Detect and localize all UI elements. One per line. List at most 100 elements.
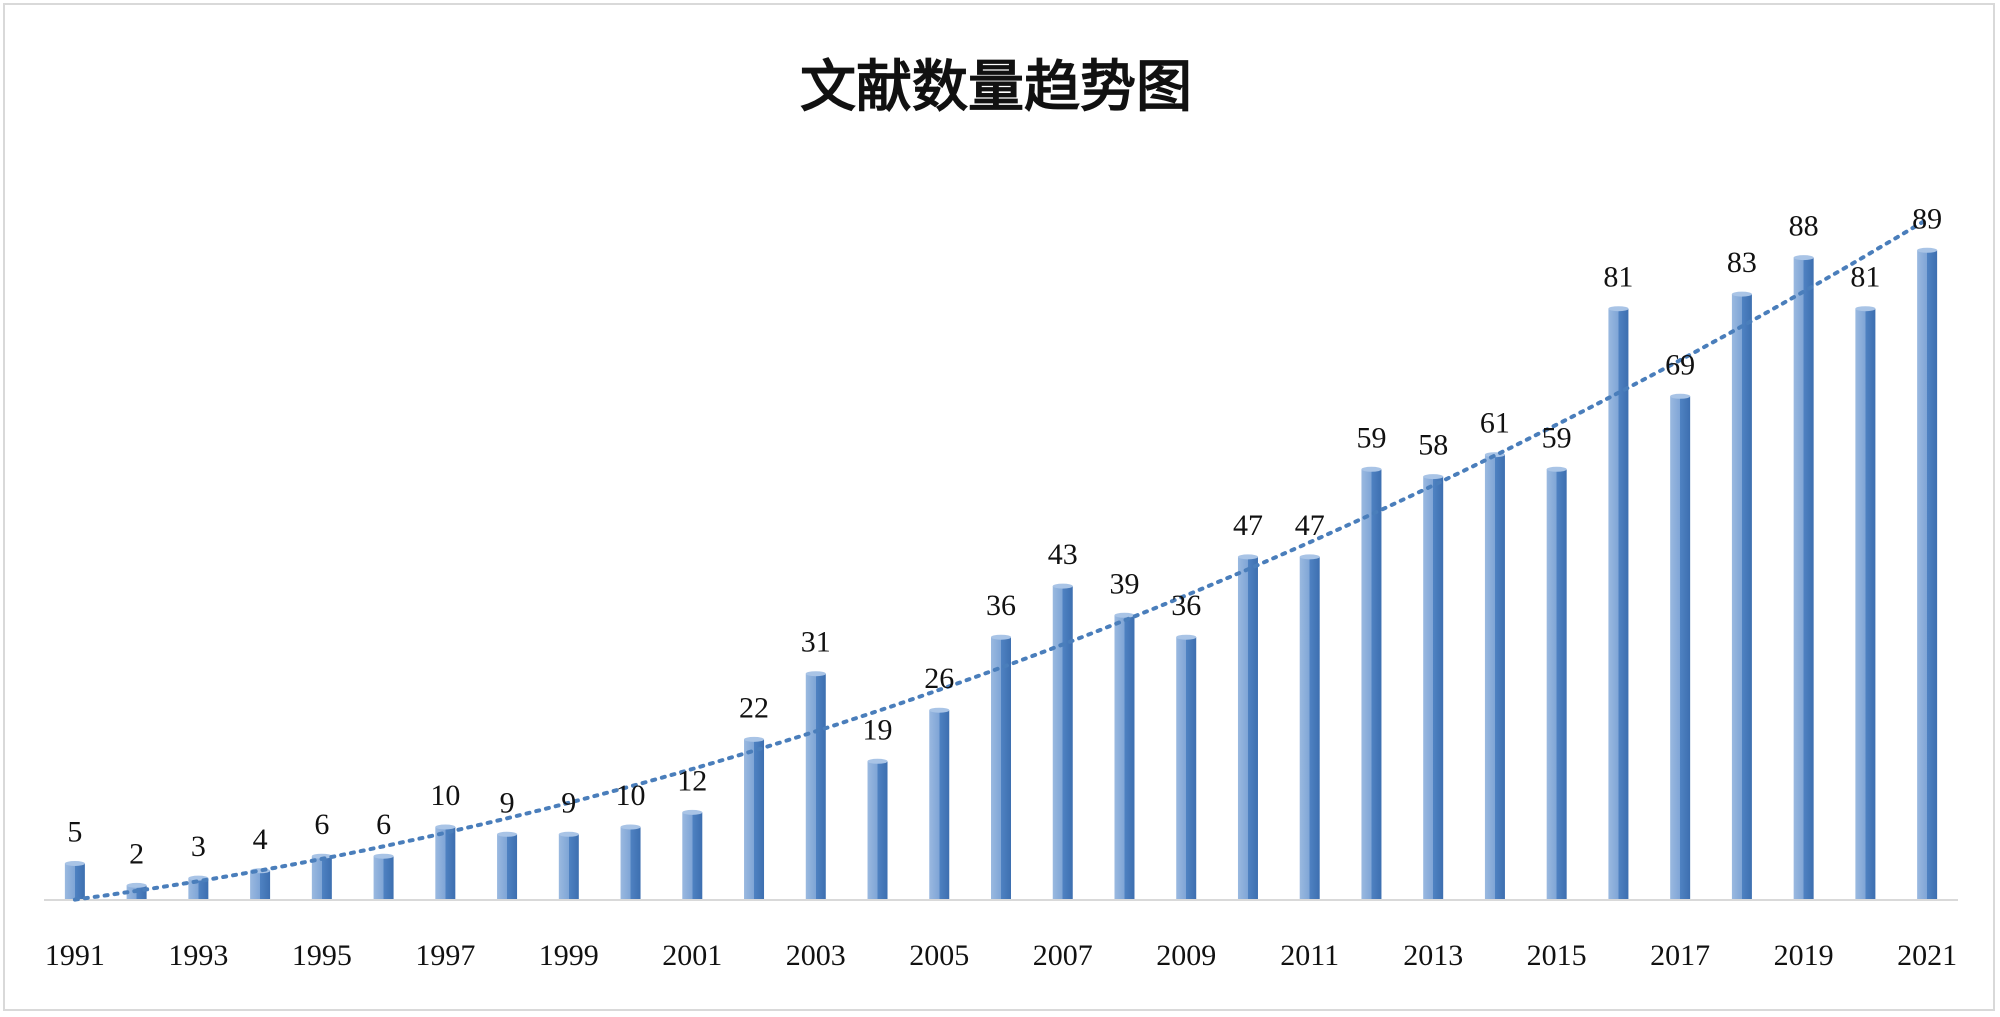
x-tick-label-1991: 1991 [45,939,105,972]
bar-1991 [64,861,85,900]
bar-cap [558,831,579,837]
data-label-2015: 59 [1542,421,1572,454]
bar-cap [620,824,641,830]
x-tick-label-1995: 1995 [292,939,352,972]
bar-body [1361,469,1382,900]
data-label-2003: 31 [801,626,831,659]
bar-cap [805,671,826,677]
bar-cap [1361,466,1382,472]
x-tick-labels-group: 1991 1993 1995 1997 1999 2001 2003 2005 2007 2009… [45,939,1957,972]
data-label-2014: 61 [1480,407,1510,440]
data-label-1997: 10 [430,779,460,812]
bar-cap [1793,255,1814,261]
bar-2015 [1546,466,1567,900]
data-label-1992: 2 [129,837,144,870]
bar-2011 [1299,554,1320,900]
x-tick-label-1999: 1999 [539,939,599,972]
x-tick-label-2019: 2019 [1774,939,1834,972]
bar-cap [373,853,394,859]
bar-2007 [1052,583,1073,900]
bar-cap [1299,554,1320,560]
bar-body [620,827,641,900]
x-tick-label-1993: 1993 [168,939,228,972]
bar-body [1793,257,1814,901]
bar-cap [1731,291,1752,297]
bar-body [435,827,456,900]
data-label-2005: 26 [924,662,954,695]
data-label-2009: 36 [1171,589,1201,622]
data-label-2021: 89 [1912,202,1942,235]
bar-body [1299,556,1320,900]
bar-2016 [1608,306,1629,900]
bar-cap [1917,247,1938,253]
bar-body [311,856,332,900]
data-label-2013: 58 [1418,429,1448,462]
data-label-1993: 3 [191,830,206,863]
bar-body [1731,294,1752,901]
bar-cap [744,736,765,742]
bar-cap [1114,612,1135,618]
bar-2010 [1237,554,1258,900]
data-label-2012: 59 [1356,421,1386,454]
bar-body [64,863,85,900]
bar-body [744,739,765,900]
bars-group [64,247,1938,901]
bar-1995 [311,853,332,900]
bar-body [1484,454,1505,900]
x-tick-label-2015: 2015 [1527,939,1587,972]
data-label-2001: 12 [677,764,707,797]
data-label-2007: 43 [1048,538,1078,571]
bar-2008 [1114,612,1135,900]
bar-cap [1176,634,1197,640]
bar-2021 [1917,247,1938,901]
data-label-1996: 6 [376,808,391,841]
bar-body [558,834,579,900]
data-label-2008: 39 [1109,567,1139,600]
bar-2009 [1176,634,1197,900]
data-label-2019: 88 [1789,210,1819,243]
data-label-1995: 6 [314,808,329,841]
bar-body [373,856,394,900]
bar-cap [311,853,332,859]
data-labels-group: 5 2 3 4 6 6 10 9 9 10 12 22 31 19 26 36 43 39 36 47 47 59 58 61… [67,202,1942,870]
bar-cap [1855,306,1876,312]
trendline [72,217,1930,902]
bar-body [1114,615,1135,900]
bar-body [1855,308,1876,900]
data-label-1998: 9 [500,786,515,819]
bar-body [1608,308,1629,900]
x-tick-label-2013: 2013 [1403,939,1463,972]
x-tick-label-2001: 2001 [662,939,722,972]
bar-cap [1546,466,1567,472]
x-tick-label-2021: 2021 [1897,939,1957,972]
x-tick-label-2003: 2003 [786,939,846,972]
bar-body [805,673,826,900]
bar-cap [64,861,85,866]
data-label-2004: 19 [863,713,893,746]
x-tick-label-2011: 2011 [1280,939,1339,972]
x-tick-label-2007: 2007 [1033,939,1093,972]
data-label-2018: 83 [1727,246,1757,279]
bar-cap [1608,306,1629,312]
bar-2005 [929,707,950,900]
bar-body [1423,476,1444,900]
bar-body [929,710,950,900]
data-label-2006: 36 [986,589,1016,622]
bar-body [250,870,271,900]
bar-cap [1237,554,1258,560]
bar-1999 [558,831,579,900]
x-tick-label-2017: 2017 [1650,939,1710,972]
x-tick-label-1997: 1997 [415,939,475,972]
data-label-2016: 81 [1603,261,1633,294]
bar-cap [126,882,147,888]
bar-2013 [1423,474,1444,900]
data-label-2017: 69 [1665,348,1695,381]
bar-2019 [1793,255,1814,901]
bar-2003 [805,671,826,900]
bar-body [1546,469,1567,900]
bar-2012 [1361,466,1382,900]
bar-2006 [991,634,1011,900]
bar-1997 [435,824,456,900]
bar-1998 [497,831,518,900]
data-label-2011: 47 [1295,509,1325,542]
